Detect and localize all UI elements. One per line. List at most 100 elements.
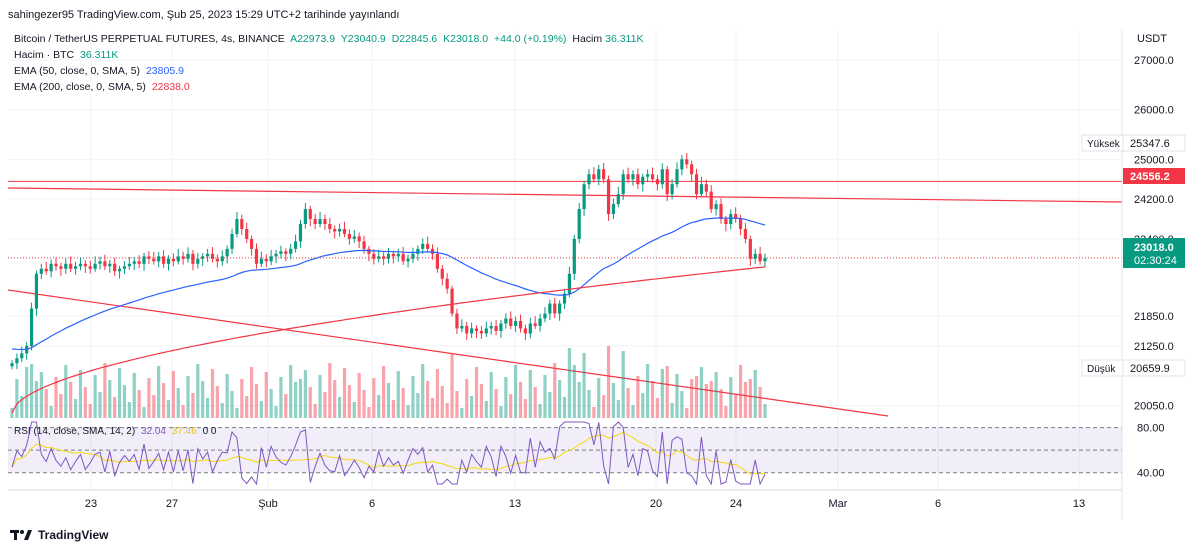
candle-body (567, 273, 572, 294)
rsi-line[interactable] (11, 421, 766, 486)
candle-body (763, 257, 767, 262)
volume-bar (724, 406, 728, 418)
rsi-tick-label: 40.00 (1137, 468, 1165, 480)
candle-body (347, 233, 351, 239)
candle-body (352, 236, 356, 239)
volume-bar (450, 354, 454, 418)
volume-bar (631, 405, 635, 418)
candle-body (401, 253, 405, 262)
volume-bar (328, 363, 332, 418)
price-tick-label: 27000.0 (1134, 55, 1174, 67)
volume-bar (753, 370, 757, 418)
volume-bar (191, 393, 195, 418)
footer-brand[interactable]: TradingView (10, 528, 108, 542)
ema50-legend[interactable]: EMA (50, close, 0, SMA, 5) 23805.9 (14, 65, 187, 77)
volume-bar (137, 390, 141, 418)
volume-bar (64, 365, 68, 418)
candle-body (259, 258, 263, 264)
rsi-ma-line[interactable] (11, 431, 766, 475)
volume-bar (127, 402, 131, 418)
volume-bar (479, 384, 484, 418)
volume-bar (210, 369, 215, 418)
volume-bar (421, 364, 425, 418)
last-price-badge: 23018.0 (1134, 242, 1174, 254)
time-tick-label: 24 (730, 498, 742, 510)
volume-bar (249, 367, 254, 418)
volume-bar (117, 368, 122, 418)
volume-bar (641, 393, 645, 418)
candle-body (474, 328, 479, 331)
volume-bar (489, 372, 493, 418)
volume-bar (548, 392, 552, 418)
volume-bar (279, 377, 283, 418)
volume-bar (509, 394, 513, 418)
volume-bar (215, 386, 219, 418)
volume-bar (181, 405, 185, 418)
symbol-title[interactable]: Bitcoin / TetherUS PERPETUAL FUTURES, 4s… (14, 33, 285, 45)
rsi-legend[interactable]: RSI (14, close, SMA, 14, 2) 32.04 37.46 … (14, 426, 219, 437)
ohlc-open: A22973.9 (290, 33, 336, 45)
candle-body (484, 328, 488, 334)
ema50-line[interactable] (11, 217, 766, 351)
candle-body (504, 318, 508, 324)
candle-body (78, 263, 83, 267)
volume-bar (553, 363, 557, 418)
candles (10, 153, 767, 370)
volume-legend[interactable]: Hacim · BTC 36.311K (14, 49, 121, 61)
candle-body (465, 325, 469, 334)
volume-bar (39, 372, 43, 418)
candle-body (264, 258, 268, 262)
candle-body (333, 228, 337, 232)
candle-body (201, 256, 205, 259)
candle-body (225, 248, 229, 257)
volume-bar (582, 353, 586, 418)
candle-body (660, 169, 664, 185)
candle-body (171, 258, 175, 262)
grid-lines (8, 30, 1122, 490)
volume-bar (440, 386, 444, 418)
volume-bar (474, 367, 479, 418)
ema200-legend[interactable]: EMA (200, close, 0, SMA, 5) 22838.0 (14, 81, 193, 93)
ema50-label: EMA (50, close, 0, SMA, 5) (14, 65, 141, 77)
candle-body (631, 174, 635, 180)
volume-bar (196, 364, 200, 418)
volume-bar (675, 374, 679, 418)
candle-body (548, 303, 552, 314)
candle-body (152, 258, 156, 262)
candle-body (411, 253, 415, 259)
volume-bar (54, 377, 58, 418)
volume-bar (602, 395, 606, 418)
volume-bar (289, 365, 293, 418)
volume-bar (743, 382, 748, 418)
candle-body (196, 258, 200, 264)
candle-body (636, 174, 640, 185)
rsi-ma-value: 37.46 (171, 426, 197, 437)
candle-body (602, 169, 606, 180)
volume-bar (254, 384, 259, 418)
ema50-value: 23805.9 (145, 65, 184, 77)
time-tick-label: 13 (1073, 498, 1085, 510)
candle-body (543, 313, 547, 319)
descending-trendline[interactable] (7, 289, 889, 417)
ema200-line[interactable] (11, 266, 766, 414)
rsi-extra-values: 0 0 (202, 426, 217, 437)
volume-bar (616, 400, 620, 418)
volume-bar (342, 368, 347, 418)
candle-body (142, 256, 146, 264)
candle-body (421, 243, 425, 249)
candle-body (240, 219, 244, 229)
resistance-trendline[interactable] (7, 187, 1123, 203)
volume-bar (386, 383, 391, 418)
candle-body (161, 256, 166, 264)
volume-bar (704, 384, 708, 418)
volume-bar (323, 392, 327, 418)
candle-body (430, 248, 435, 254)
volume-bar (303, 370, 307, 418)
candle-body (734, 214, 738, 220)
candle-body (533, 323, 537, 326)
volume-bar (352, 402, 356, 418)
volume-bar (680, 391, 684, 418)
candle-body (34, 273, 39, 309)
candle-body (220, 256, 224, 262)
